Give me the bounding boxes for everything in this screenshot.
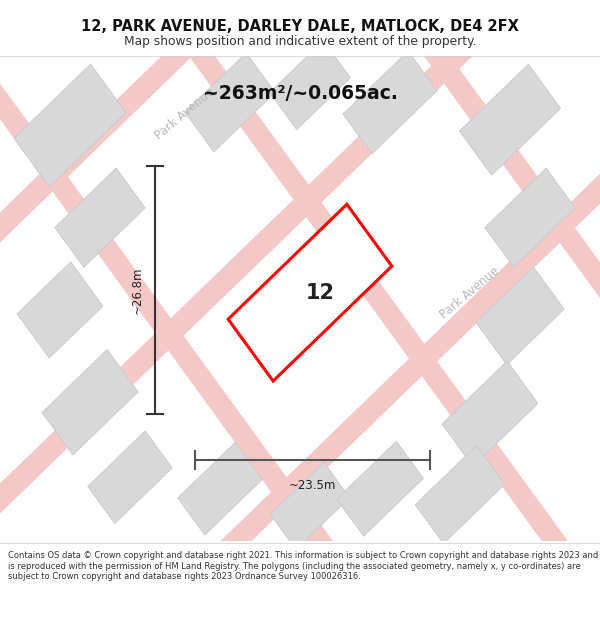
Text: Park Avenue: Park Avenue <box>153 86 217 142</box>
Polygon shape <box>442 361 538 466</box>
Polygon shape <box>26 62 600 625</box>
Polygon shape <box>55 168 145 268</box>
Polygon shape <box>485 168 575 268</box>
Polygon shape <box>42 349 138 455</box>
Polygon shape <box>476 267 564 365</box>
Polygon shape <box>460 64 560 175</box>
Text: Contains OS data © Crown copyright and database right 2021. This information is : Contains OS data © Crown copyright and d… <box>8 551 598 581</box>
Polygon shape <box>187 0 600 526</box>
Polygon shape <box>271 462 350 549</box>
Polygon shape <box>178 442 262 535</box>
Polygon shape <box>0 0 600 588</box>
Polygon shape <box>415 446 505 544</box>
Polygon shape <box>17 262 103 358</box>
Text: Map shows position and indicative extent of the property.: Map shows position and indicative extent… <box>124 35 476 48</box>
Polygon shape <box>49 0 600 625</box>
Polygon shape <box>185 53 275 152</box>
Polygon shape <box>0 0 505 625</box>
Text: ~263m²/~0.065ac.: ~263m²/~0.065ac. <box>203 84 397 102</box>
Text: Park Avenue: Park Avenue <box>438 264 502 321</box>
Polygon shape <box>0 0 497 429</box>
Polygon shape <box>88 431 172 524</box>
Text: ~23.5m: ~23.5m <box>289 479 336 492</box>
Polygon shape <box>269 41 350 129</box>
Text: ~26.8m: ~26.8m <box>131 266 143 314</box>
Polygon shape <box>337 441 424 536</box>
Polygon shape <box>0 0 381 270</box>
Polygon shape <box>325 0 600 392</box>
Polygon shape <box>343 51 437 154</box>
Polygon shape <box>228 204 392 381</box>
Text: 12, PARK AVENUE, DARLEY DALE, MATLOCK, DE4 2FX: 12, PARK AVENUE, DARLEY DALE, MATLOCK, D… <box>81 19 519 34</box>
Polygon shape <box>14 64 126 187</box>
Text: 12: 12 <box>305 282 335 302</box>
